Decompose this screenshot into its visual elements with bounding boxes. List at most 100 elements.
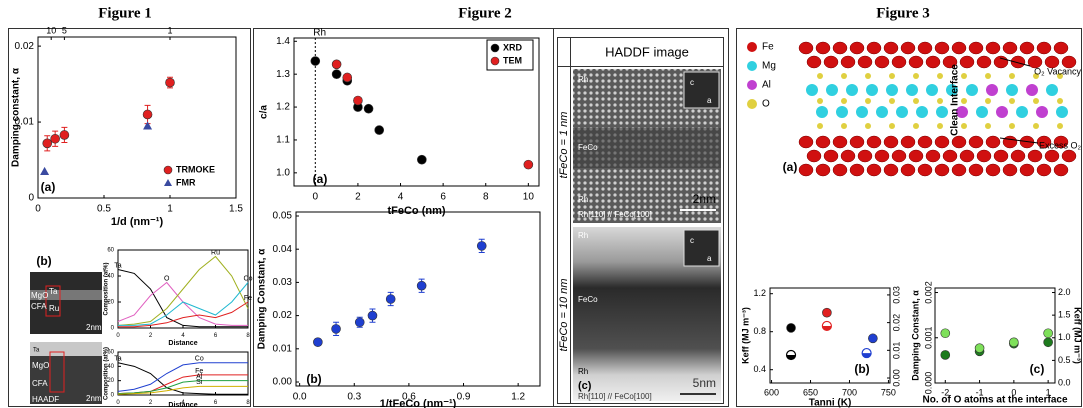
- figure-title: Figure 1: [98, 5, 151, 21]
- y-tick-label: 0.01: [15, 117, 35, 128]
- image-label: CFA: [32, 379, 48, 388]
- atom: [1019, 163, 1035, 177]
- atom: [976, 55, 992, 69]
- x-axis-label: Distance: [168, 340, 197, 347]
- marker-half: [862, 353, 872, 358]
- legend-marker: [747, 61, 757, 71]
- marker: [331, 324, 341, 334]
- legend-marker: [747, 80, 757, 90]
- y-tick-label: 0.001: [923, 326, 933, 349]
- x-tick-label: 6: [214, 400, 218, 406]
- x-tick-label: 8: [246, 400, 250, 406]
- atom: [816, 106, 828, 118]
- x-tick-label: 8: [246, 333, 250, 339]
- atom: [966, 84, 978, 96]
- series-label: Fe: [244, 295, 252, 302]
- y-axis-label: Composition (at%): [104, 263, 110, 316]
- y-tick-label: 0.4: [753, 364, 766, 374]
- atom: [817, 73, 823, 79]
- image-label: MgO: [31, 291, 48, 300]
- legend-marker: [747, 99, 757, 109]
- inset-label: c: [690, 78, 694, 87]
- atom: [841, 73, 847, 79]
- y-axis-label: Damping Constant, α: [910, 290, 920, 381]
- y-tick-label: 0.05: [273, 211, 293, 222]
- marker: [353, 95, 363, 106]
- atom: [896, 106, 908, 118]
- marker: [59, 130, 70, 140]
- atom: [961, 98, 967, 104]
- annotation: Rh: [313, 28, 326, 39]
- x-tick-label: 1: [167, 204, 173, 215]
- y2-tick-label: 1.5: [1058, 310, 1071, 320]
- atom: [849, 41, 865, 55]
- y2-tick-label: 0.0: [1058, 377, 1071, 387]
- row-label: tFeCo = 1 nm: [558, 112, 570, 179]
- line: [118, 301, 249, 328]
- x-axis-label: 1/d (nm⁻¹): [111, 216, 164, 228]
- marker: [342, 72, 353, 83]
- x-tick-label: 10: [523, 192, 535, 203]
- atom: [1057, 123, 1063, 129]
- x-tick-label: -2: [941, 387, 949, 397]
- atom: [937, 98, 943, 104]
- x-tick-label: 600: [764, 387, 779, 397]
- atom: [986, 84, 998, 96]
- series-label: Ta: [114, 356, 122, 363]
- atom: [985, 73, 991, 79]
- atom: [900, 135, 916, 149]
- atom: [1006, 84, 1018, 96]
- orientation: Rh[110] // FeCo[100]: [578, 210, 652, 219]
- scale-bar: 2nm: [86, 394, 102, 403]
- y-axis-label: Composition (at%): [104, 347, 110, 400]
- image-label: MgO: [32, 361, 49, 370]
- atom: [866, 84, 878, 96]
- marker: [868, 333, 878, 344]
- atom: [806, 149, 822, 163]
- atom: [840, 55, 856, 69]
- atom: [934, 41, 950, 55]
- atom: [937, 73, 943, 79]
- x-tick-label: 0.9: [457, 392, 471, 403]
- roi-box: [49, 351, 65, 393]
- y-tick-label: 1.3: [276, 69, 290, 80]
- y-tick-label: 60: [107, 248, 114, 254]
- atom: [836, 106, 848, 118]
- x-tick-label: 0: [116, 400, 120, 406]
- y2-tick-label: 0.01: [891, 342, 901, 360]
- y-tick-label: 0.02: [15, 41, 35, 52]
- atom: [846, 84, 858, 96]
- plot-frame: [295, 211, 541, 387]
- arrow: [999, 57, 1031, 67]
- header: HADDF image: [605, 44, 689, 59]
- legend-marker: [163, 165, 173, 175]
- atom: [823, 55, 839, 69]
- series-label: Ru: [211, 249, 220, 256]
- legend-label: TEM: [503, 55, 522, 65]
- atom: [891, 55, 907, 69]
- atom: [913, 73, 919, 79]
- atom: [985, 123, 991, 129]
- marker: [416, 280, 427, 291]
- x-tick-label: 6: [214, 333, 218, 339]
- y-tick-label: 40: [107, 274, 114, 280]
- figure-frame: [253, 28, 729, 407]
- atom: [1002, 41, 1018, 55]
- atom: [891, 149, 907, 163]
- panel-label: (b): [36, 254, 51, 268]
- legend-label: FMR: [176, 177, 196, 187]
- atom: [841, 123, 847, 129]
- x2-tick-label: 1: [167, 25, 172, 35]
- atom: [798, 41, 814, 55]
- y-tick-label: 1.0: [276, 167, 290, 178]
- atom: [826, 84, 838, 96]
- marker: [523, 159, 534, 170]
- image-label: HAADF: [32, 395, 59, 404]
- marker: [142, 109, 153, 120]
- marker: [940, 328, 951, 339]
- y-tick-label: 0: [111, 326, 115, 332]
- marker: [861, 347, 872, 359]
- atom: [798, 135, 814, 149]
- atom: [866, 135, 882, 149]
